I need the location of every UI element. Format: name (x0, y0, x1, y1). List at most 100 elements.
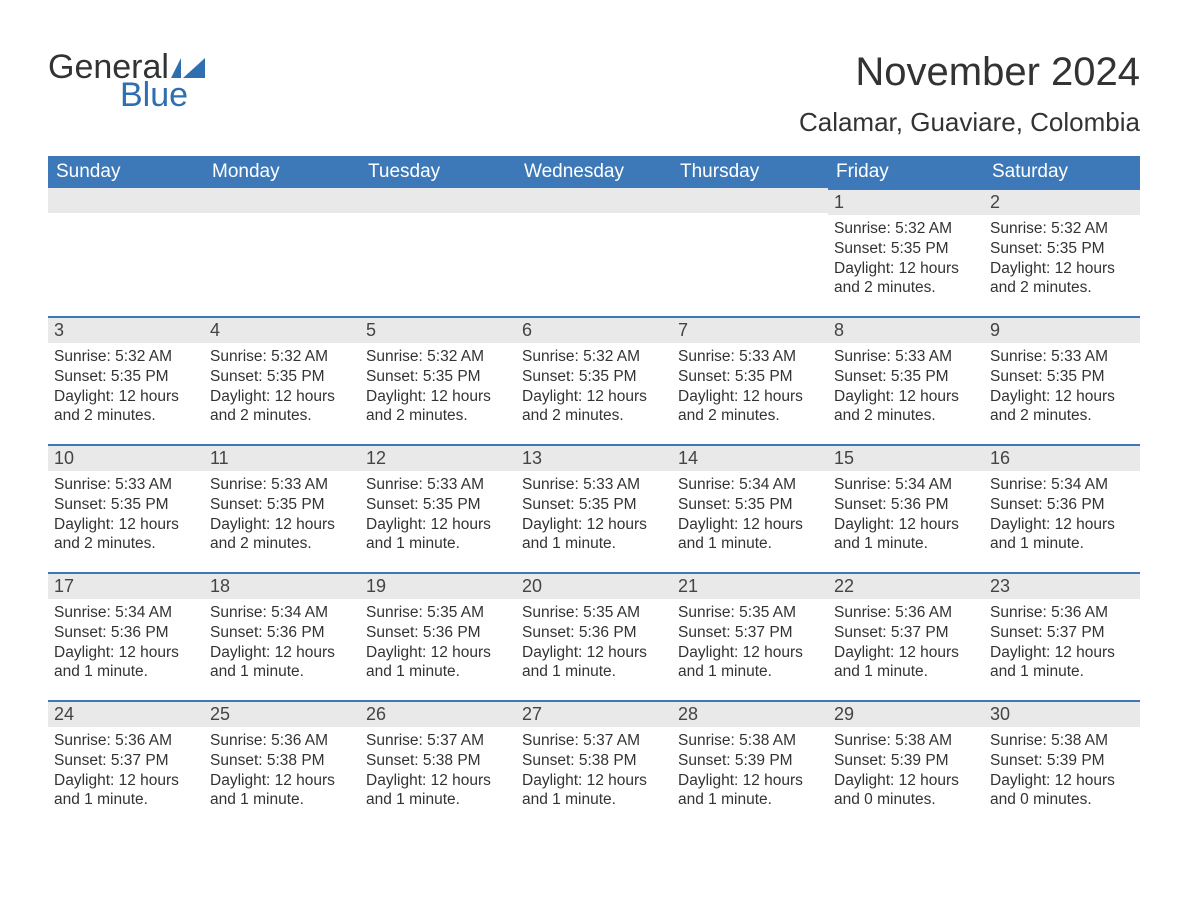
day-body: Sunrise: 5:33 AMSunset: 5:35 PMDaylight:… (204, 471, 360, 560)
empty-day-header (204, 188, 360, 213)
day-body: Sunrise: 5:38 AMSunset: 5:39 PMDaylight:… (984, 727, 1140, 816)
calendar-day-cell: 11Sunrise: 5:33 AMSunset: 5:35 PMDayligh… (204, 444, 360, 572)
calendar-day-cell: 12Sunrise: 5:33 AMSunset: 5:35 PMDayligh… (360, 444, 516, 572)
sunset-line: Sunset: 5:35 PM (210, 367, 354, 387)
calendar-day-cell (204, 188, 360, 316)
day-body: Sunrise: 5:36 AMSunset: 5:38 PMDaylight:… (204, 727, 360, 816)
day-body: Sunrise: 5:32 AMSunset: 5:35 PMDaylight:… (984, 215, 1140, 304)
day-number: 30 (984, 700, 1140, 727)
day-body: Sunrise: 5:34 AMSunset: 5:36 PMDaylight:… (828, 471, 984, 560)
daylight-line: Daylight: 12 hours and 2 minutes. (54, 387, 198, 427)
daylight-line: Daylight: 12 hours and 0 minutes. (834, 771, 978, 811)
sunset-line: Sunset: 5:35 PM (678, 495, 822, 515)
calendar-day-cell: 2Sunrise: 5:32 AMSunset: 5:35 PMDaylight… (984, 188, 1140, 316)
daylight-line: Daylight: 12 hours and 1 minute. (990, 643, 1134, 683)
calendar-week-row: 17Sunrise: 5:34 AMSunset: 5:36 PMDayligh… (48, 572, 1140, 700)
day-number: 15 (828, 444, 984, 471)
day-body: Sunrise: 5:33 AMSunset: 5:35 PMDaylight:… (984, 343, 1140, 432)
calendar-day-cell: 21Sunrise: 5:35 AMSunset: 5:37 PMDayligh… (672, 572, 828, 700)
day-number: 3 (48, 316, 204, 343)
day-number: 8 (828, 316, 984, 343)
location: Calamar, Guaviare, Colombia (799, 107, 1140, 138)
day-number: 17 (48, 572, 204, 599)
calendar-day-cell: 23Sunrise: 5:36 AMSunset: 5:37 PMDayligh… (984, 572, 1140, 700)
sunset-line: Sunset: 5:36 PM (366, 623, 510, 643)
day-number: 7 (672, 316, 828, 343)
day-number: 22 (828, 572, 984, 599)
day-body: Sunrise: 5:34 AMSunset: 5:36 PMDaylight:… (984, 471, 1140, 560)
daylight-line: Daylight: 12 hours and 1 minute. (678, 515, 822, 555)
daylight-line: Daylight: 12 hours and 1 minute. (54, 771, 198, 811)
day-body: Sunrise: 5:32 AMSunset: 5:35 PMDaylight:… (828, 215, 984, 304)
sunset-line: Sunset: 5:35 PM (678, 367, 822, 387)
daylight-line: Daylight: 12 hours and 2 minutes. (834, 387, 978, 427)
sunset-line: Sunset: 5:35 PM (210, 495, 354, 515)
logo-text-blue: Blue (120, 78, 205, 112)
calendar-day-cell (48, 188, 204, 316)
daylight-line: Daylight: 12 hours and 2 minutes. (210, 515, 354, 555)
sunrise-line: Sunrise: 5:33 AM (210, 475, 354, 495)
calendar-day-cell: 6Sunrise: 5:32 AMSunset: 5:35 PMDaylight… (516, 316, 672, 444)
day-body: Sunrise: 5:33 AMSunset: 5:35 PMDaylight:… (672, 343, 828, 432)
sunrise-line: Sunrise: 5:37 AM (522, 731, 666, 751)
day-number: 12 (360, 444, 516, 471)
sunrise-line: Sunrise: 5:32 AM (210, 347, 354, 367)
day-body: Sunrise: 5:36 AMSunset: 5:37 PMDaylight:… (984, 599, 1140, 688)
day-body: Sunrise: 5:32 AMSunset: 5:35 PMDaylight:… (516, 343, 672, 432)
sunrise-line: Sunrise: 5:34 AM (990, 475, 1134, 495)
sunset-line: Sunset: 5:39 PM (834, 751, 978, 771)
sunrise-line: Sunrise: 5:33 AM (990, 347, 1134, 367)
day-number: 27 (516, 700, 672, 727)
day-number: 28 (672, 700, 828, 727)
daylight-line: Daylight: 12 hours and 1 minute. (834, 643, 978, 683)
sunrise-line: Sunrise: 5:36 AM (990, 603, 1134, 623)
sunrise-line: Sunrise: 5:35 AM (522, 603, 666, 623)
daylight-line: Daylight: 12 hours and 1 minute. (210, 643, 354, 683)
day-number: 1 (828, 188, 984, 215)
day-number: 6 (516, 316, 672, 343)
day-body: Sunrise: 5:37 AMSunset: 5:38 PMDaylight:… (516, 727, 672, 816)
day-body: Sunrise: 5:33 AMSunset: 5:35 PMDaylight:… (48, 471, 204, 560)
sunset-line: Sunset: 5:37 PM (990, 623, 1134, 643)
sunset-line: Sunset: 5:36 PM (210, 623, 354, 643)
calendar-day-cell (516, 188, 672, 316)
sunset-line: Sunset: 5:35 PM (522, 367, 666, 387)
calendar-day-cell: 22Sunrise: 5:36 AMSunset: 5:37 PMDayligh… (828, 572, 984, 700)
daylight-line: Daylight: 12 hours and 1 minute. (522, 643, 666, 683)
calendar-day-cell: 27Sunrise: 5:37 AMSunset: 5:38 PMDayligh… (516, 700, 672, 828)
sunrise-line: Sunrise: 5:33 AM (522, 475, 666, 495)
daylight-line: Daylight: 12 hours and 0 minutes. (990, 771, 1134, 811)
daylight-line: Daylight: 12 hours and 1 minute. (54, 643, 198, 683)
day-body: Sunrise: 5:38 AMSunset: 5:39 PMDaylight:… (828, 727, 984, 816)
daylight-line: Daylight: 12 hours and 1 minute. (366, 771, 510, 811)
sunrise-line: Sunrise: 5:34 AM (678, 475, 822, 495)
daylight-line: Daylight: 12 hours and 2 minutes. (678, 387, 822, 427)
calendar-week-row: 3Sunrise: 5:32 AMSunset: 5:35 PMDaylight… (48, 316, 1140, 444)
day-body: Sunrise: 5:37 AMSunset: 5:38 PMDaylight:… (360, 727, 516, 816)
sunset-line: Sunset: 5:38 PM (210, 751, 354, 771)
day-body: Sunrise: 5:32 AMSunset: 5:35 PMDaylight:… (360, 343, 516, 432)
empty-day-header (516, 188, 672, 213)
day-body: Sunrise: 5:33 AMSunset: 5:35 PMDaylight:… (516, 471, 672, 560)
daylight-line: Daylight: 12 hours and 2 minutes. (54, 515, 198, 555)
day-number: 16 (984, 444, 1140, 471)
sunset-line: Sunset: 5:35 PM (990, 239, 1134, 259)
calendar-week-row: 1Sunrise: 5:32 AMSunset: 5:35 PMDaylight… (48, 188, 1140, 316)
sunset-line: Sunset: 5:35 PM (834, 367, 978, 387)
sunset-line: Sunset: 5:38 PM (366, 751, 510, 771)
day-body: Sunrise: 5:32 AMSunset: 5:35 PMDaylight:… (204, 343, 360, 432)
sunrise-line: Sunrise: 5:32 AM (990, 219, 1134, 239)
empty-day-header (672, 188, 828, 213)
daylight-line: Daylight: 12 hours and 2 minutes. (834, 259, 978, 299)
sunrise-line: Sunrise: 5:37 AM (366, 731, 510, 751)
calendar-day-cell: 25Sunrise: 5:36 AMSunset: 5:38 PMDayligh… (204, 700, 360, 828)
day-number: 10 (48, 444, 204, 471)
sunset-line: Sunset: 5:35 PM (522, 495, 666, 515)
weekday-header: Tuesday (360, 156, 516, 188)
sunrise-line: Sunrise: 5:35 AM (366, 603, 510, 623)
sunrise-line: Sunrise: 5:36 AM (834, 603, 978, 623)
calendar-day-cell: 20Sunrise: 5:35 AMSunset: 5:36 PMDayligh… (516, 572, 672, 700)
calendar-day-cell: 19Sunrise: 5:35 AMSunset: 5:36 PMDayligh… (360, 572, 516, 700)
calendar-day-cell: 10Sunrise: 5:33 AMSunset: 5:35 PMDayligh… (48, 444, 204, 572)
day-body: Sunrise: 5:38 AMSunset: 5:39 PMDaylight:… (672, 727, 828, 816)
